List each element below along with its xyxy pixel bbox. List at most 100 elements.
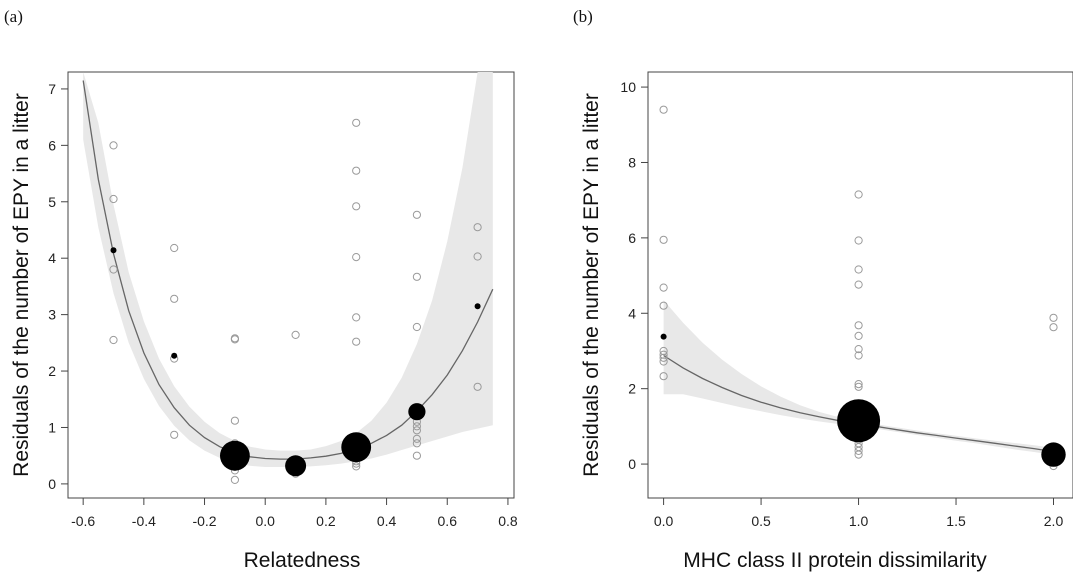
panel-a-raw-point: [230, 416, 239, 425]
panel-a-x-tick-label: 0.4: [377, 513, 397, 529]
panel-a-raw-point: [473, 252, 482, 261]
panel-b-raw-point: [659, 283, 668, 292]
panel-b-x-tick-label: 2.0: [1044, 513, 1064, 529]
panel-b-raw-point: [854, 446, 863, 455]
panel-a-y-tick-label: 5: [48, 194, 56, 210]
panel-a-raw-point: [412, 422, 421, 431]
panel-b-raw-point: [659, 301, 668, 310]
panel-a-raw-point: [352, 118, 361, 127]
panel-b-mean-point: [660, 333, 667, 340]
panel-a-y-tick-label: 1: [48, 419, 56, 435]
panel-b-raw-point: [854, 321, 863, 330]
panel-a-raw-point: [473, 382, 482, 391]
panel-b-raw-point: [659, 235, 668, 244]
panel-a-y-axis: 0 1 2 3 4 5 6 7: [48, 81, 68, 492]
panel-a: (a) -0.6 -0.4 -0.2 0.0 0.2 0.4 0.6 0.8 0 1 2 3 4 5 6 7…: [4, 7, 518, 572]
panel-a-raw-point: [352, 202, 361, 211]
panel-b-raw-point: [854, 190, 863, 199]
panel-b-x-axis-title: MHC class II protein dissimilarity: [683, 549, 987, 572]
panel-b-raw-point: [659, 372, 668, 381]
panel-a-raw-point: [412, 322, 421, 332]
panel-a-raw-point: [170, 294, 179, 303]
panel-a-ci-band: [83, 72, 493, 467]
panel-b-x-axis: 0.0 0.5 1.0 1.5 2.0: [654, 498, 1064, 529]
panel-a-x-axis: -0.6 -0.4 -0.2 0.0 0.2 0.4 0.6 0.8: [71, 498, 518, 529]
panel-b-raw-point: [659, 353, 668, 362]
panel-a-raw-point: [412, 426, 421, 435]
panel-b-y-tick-label: 2: [628, 381, 636, 397]
panel-a-plot-frame: [67, 71, 515, 499]
panel-a-mean-point: [285, 455, 307, 477]
panel-a-x-tick-label: -0.4: [132, 513, 156, 529]
panel-a-y-tick-label: 7: [48, 81, 56, 97]
panel-b-x-tick-label: 1.5: [946, 513, 966, 529]
panel-a-ci-band-group: [83, 72, 493, 467]
panel-a-raw-point: [230, 335, 239, 344]
panel-a-raw-point: [352, 166, 361, 175]
panel-a-raw-point: [170, 243, 179, 253]
panel-a-raw-point: [412, 451, 421, 460]
panel-a-raw-point: [412, 210, 421, 219]
panel-b-y-tick-label: 6: [628, 230, 636, 246]
panel-a-raw-point: [412, 434, 421, 443]
panel-a-x-tick-label: 0.2: [316, 513, 336, 529]
panel-a-mean-point: [110, 247, 117, 254]
panel-a-raw-point: [352, 253, 361, 262]
panel-a-raw-point: [473, 223, 482, 232]
panel-a-raw-point: [230, 475, 239, 484]
panel-b-x-tick-label: 0.0: [654, 513, 674, 529]
panel-b-y-tick-label: 0: [628, 456, 636, 472]
panel-b-mean-point: [837, 399, 881, 443]
panel-a-y-tick-label: 3: [48, 307, 56, 323]
panel-b-x-tick-label: 0.5: [751, 513, 771, 529]
panel-b-raw-point: [854, 236, 863, 245]
panel-b-x-tick-label: 1.0: [849, 513, 869, 529]
panel-a-raw-point: [109, 265, 118, 274]
panel-b-mean-point: [1041, 442, 1066, 467]
panel-a-mean-point: [220, 440, 250, 471]
panel-a-x-tick-label: -0.2: [192, 513, 216, 529]
panel-b-raw-point: [854, 450, 863, 459]
panel-b-y-axis: 0 2 4 6 8 10: [620, 79, 648, 472]
panel-a-raw-point: [352, 313, 361, 322]
panel-a-y-tick-label: 6: [48, 137, 56, 153]
panel-a-y-tick-label: 0: [48, 476, 56, 492]
panel-b-raw-point: [1049, 313, 1058, 322]
panel-a-x-tick-label: -0.6: [71, 513, 95, 529]
panel-a-x-axis-title: Relatedness: [244, 549, 361, 572]
panel-a-y-tick-label: 4: [48, 250, 56, 266]
panel-b-y-tick-label: 10: [620, 79, 636, 95]
panel-a-raw-point: [291, 330, 300, 339]
panel-b-y-tick-label: 4: [628, 305, 636, 321]
panel-a-y-tick-label: 2: [48, 363, 56, 379]
panel-a-raw-point: [109, 194, 118, 204]
panel-a-raw-point: [412, 272, 421, 281]
panel-b-raw-point: [659, 105, 668, 114]
panel-b-raw-point: [854, 265, 863, 274]
panel-b-y-axis-title: Residuals of the number of EPY in a litt…: [580, 93, 603, 477]
panel-b-raw-point: [854, 280, 863, 289]
panel-b-raw-point: [659, 357, 668, 366]
panel-a-raw-point: [352, 462, 361, 471]
panel-a-label: (a): [4, 7, 23, 26]
panel-a-mean-point: [474, 303, 481, 310]
panel-a-mean-points: [110, 247, 481, 477]
panel-a-raw-point: [170, 430, 179, 439]
panel-b-raw-point: [854, 382, 863, 391]
panel-a-x-tick-label: 0.8: [498, 513, 518, 529]
panel-a-mean-point: [341, 432, 372, 463]
panel-b-raw-point: [854, 380, 863, 389]
panel-a-raw-point: [412, 439, 421, 448]
panel-b-mean-points: [660, 333, 1066, 467]
panel-a-raw-point: [109, 335, 118, 345]
panel-b-plot-frame: [647, 71, 1073, 499]
panel-a-x-tick-label: 0.0: [255, 513, 275, 529]
panel-b-raw-point: [854, 351, 863, 360]
panel-a-mean-point: [408, 403, 426, 421]
panel-a-x-tick-label: 0.6: [438, 513, 458, 529]
panel-b-raw-point: [854, 345, 863, 354]
panel-a-raw-point: [109, 141, 118, 150]
panel-b: (b) 0.0 0.5 1.0 1.5 2.0 0 2 4 6 8 10 MHC class II…: [573, 7, 1073, 572]
panel-a-raw-point: [352, 337, 361, 346]
